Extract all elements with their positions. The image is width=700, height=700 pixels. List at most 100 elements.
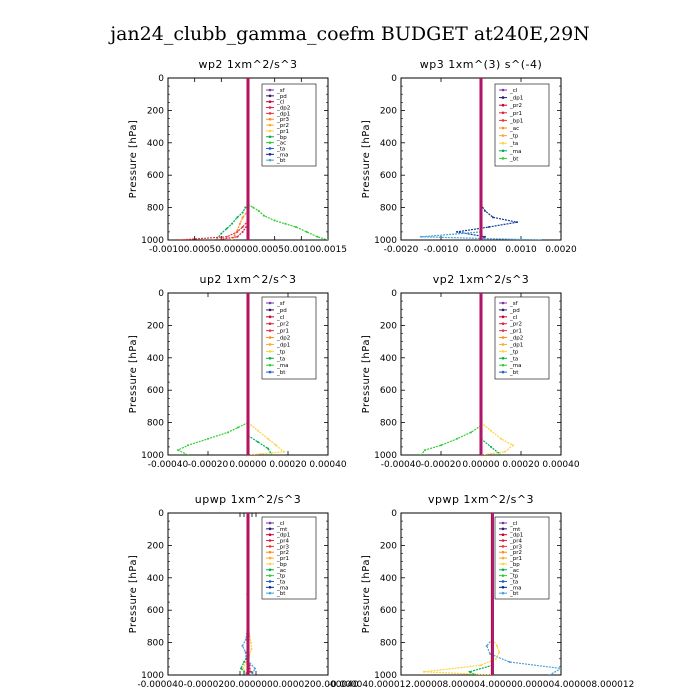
series-point bbox=[512, 444, 514, 447]
series-point bbox=[187, 454, 189, 455]
y-tick-label: 600 bbox=[380, 386, 397, 396]
legend-entry: _dp1 bbox=[276, 533, 290, 539]
series-point bbox=[240, 667, 242, 670]
series-point bbox=[239, 222, 241, 225]
x-tick-label: 0.0010 bbox=[505, 245, 537, 255]
series-point bbox=[241, 644, 244, 647]
legend-entry: _cl bbox=[509, 88, 518, 94]
series-line bbox=[480, 422, 515, 455]
legend-marker bbox=[501, 363, 505, 367]
series-point bbox=[236, 230, 239, 233]
legend-marker bbox=[501, 126, 505, 130]
legend-marker bbox=[268, 586, 272, 589]
series-point bbox=[263, 214, 265, 217]
y-tick-label: 200 bbox=[380, 106, 397, 116]
legend-marker bbox=[501, 96, 505, 99]
panel-title: wp2 1xm^2/s^3 bbox=[198, 58, 297, 71]
legend-marker bbox=[268, 533, 272, 536]
legend-marker bbox=[268, 550, 272, 554]
legend-marker bbox=[501, 539, 505, 542]
legend-entry: _dp2 bbox=[276, 106, 290, 112]
legend-entry: _cl bbox=[276, 521, 285, 527]
legend-marker bbox=[268, 556, 272, 560]
series-point bbox=[215, 239, 217, 240]
series-point bbox=[252, 206, 255, 209]
legend-entry: _bp bbox=[276, 562, 287, 568]
legend-marker bbox=[268, 315, 272, 319]
panel-6: vpwp 1xm^2/s^3 Pressure [hPa] 0 200 400 600 80… bbox=[328, 493, 635, 690]
legend-marker bbox=[268, 545, 272, 548]
legend-entry: _dp1 bbox=[276, 342, 290, 348]
legend-entry: _bt bbox=[509, 591, 519, 597]
legend-marker bbox=[501, 545, 505, 548]
series-point bbox=[236, 229, 239, 232]
legend-entry: _bp bbox=[509, 562, 520, 568]
series-point bbox=[249, 670, 252, 673]
legend-entry: _pr4 bbox=[276, 539, 290, 545]
series-point bbox=[422, 670, 425, 673]
panel-title: wp3 1xm^(3) s^(-4) bbox=[420, 58, 543, 71]
legend-marker bbox=[268, 123, 272, 127]
panel-3: up2 1xm^2/s^3 Pressure [hPa] 0 200 400 600 800… bbox=[128, 273, 347, 470]
legend-entry: _mt bbox=[276, 527, 288, 533]
series-point bbox=[271, 454, 273, 455]
series-point bbox=[241, 230, 244, 233]
legend-marker bbox=[268, 147, 272, 150]
legend-marker bbox=[268, 100, 272, 103]
series-point bbox=[489, 652, 492, 655]
legend-entry: _dp1 bbox=[509, 342, 523, 348]
legend-marker bbox=[501, 556, 505, 560]
legend-entry: _pr3 bbox=[276, 117, 290, 123]
legend-marker bbox=[268, 356, 272, 360]
legend-entry: _pd bbox=[509, 308, 520, 314]
legend-marker bbox=[268, 141, 272, 144]
legend-entry: _mt bbox=[509, 527, 521, 533]
y-tick-label: 800 bbox=[380, 639, 397, 649]
series-point bbox=[488, 226, 490, 229]
legend-marker bbox=[501, 322, 505, 326]
series-group bbox=[176, 293, 286, 455]
legend-marker bbox=[268, 363, 272, 367]
series-point bbox=[470, 431, 472, 434]
series-point bbox=[225, 227, 228, 230]
legend-entry: _dp2 bbox=[509, 336, 523, 342]
legend-entry: _ta bbox=[276, 579, 285, 585]
y-tick-label: 600 bbox=[147, 606, 164, 616]
series-point bbox=[257, 441, 259, 444]
legend-entry: _pd bbox=[276, 94, 287, 100]
legend-marker bbox=[268, 94, 272, 98]
y-tick-label: 1000 bbox=[141, 236, 164, 246]
series-point bbox=[456, 230, 458, 233]
legend-entry: _bt bbox=[509, 370, 519, 376]
legend-entry: _pr4 bbox=[509, 539, 523, 545]
legend-entry: _pr1 bbox=[276, 329, 289, 335]
series-group bbox=[420, 78, 542, 240]
legend-marker bbox=[501, 111, 505, 115]
legend-box bbox=[261, 516, 317, 600]
figure-title: jan24_clubb_gamma_coefm BUDGET at240E,29… bbox=[108, 23, 590, 45]
series-point bbox=[284, 222, 287, 225]
legend-marker bbox=[268, 308, 272, 312]
y-tick-label: 600 bbox=[380, 171, 397, 181]
y-axis-label: Pressure [hPa] bbox=[128, 555, 139, 634]
legend-entry: _sf bbox=[276, 301, 286, 307]
x-tick-label: 0.00040 bbox=[542, 460, 579, 470]
series-point bbox=[257, 209, 260, 212]
y-tick-label: 0 bbox=[391, 289, 397, 299]
y-axis-label: Pressure [hPa] bbox=[361, 120, 372, 199]
series-point bbox=[220, 232, 223, 235]
series-point bbox=[177, 449, 179, 452]
legend-entry: _ma bbox=[276, 363, 288, 369]
series-point bbox=[420, 454, 422, 455]
series-point bbox=[500, 454, 502, 455]
series-line bbox=[456, 204, 518, 240]
legend-marker bbox=[268, 153, 272, 156]
y-axis-label: Pressure [hPa] bbox=[128, 120, 139, 199]
y-tick-label: 1000 bbox=[374, 451, 397, 461]
y-tick-label: 800 bbox=[380, 204, 397, 214]
series-point bbox=[508, 661, 511, 664]
legend-entry: _cl bbox=[509, 521, 518, 527]
series-point bbox=[231, 222, 233, 225]
legend-entry: _ac bbox=[509, 126, 519, 132]
x-tick-label: -0.00040 bbox=[148, 460, 189, 470]
